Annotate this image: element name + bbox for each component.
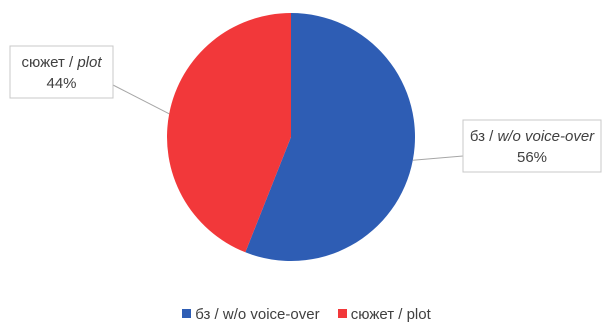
legend-swatch-wo-voice-over xyxy=(182,309,192,318)
callout-wo-voice-over-name: бз / w/o voice-over xyxy=(470,128,595,145)
callout-wo-voice-over-value: 56% xyxy=(517,149,547,166)
legend-label-wo-voice-over: бз / w/o voice-over xyxy=(195,306,320,323)
pie-chart: сюжет / plot 44% бз / w/o voice-over 56% xyxy=(9,13,602,261)
chart-legend: бз / w/o voice-over сюжет / plot xyxy=(0,306,613,323)
callout-plot-box xyxy=(9,45,114,99)
callout-plot: сюжет / plot 44% xyxy=(9,45,114,99)
legend-item-wo-voice-over: бз / w/o voice-over xyxy=(182,306,320,323)
callout-plot-name: сюжет / plot xyxy=(21,54,102,71)
pie-slice-plot xyxy=(167,13,291,253)
callout-wo-voice-over-box xyxy=(462,119,602,173)
legend-swatch-plot xyxy=(337,309,347,318)
pie-slice-wo-voice-over xyxy=(245,13,416,261)
legend-label-plot: сюжет / plot xyxy=(350,306,431,323)
leader-line-plot xyxy=(112,84,170,115)
callout-leader-lines xyxy=(112,84,464,161)
leader-line-wo-voice-over xyxy=(412,155,464,161)
pie-slices xyxy=(167,13,416,261)
callout-plot-value: 44% xyxy=(46,75,76,92)
callout-wo-voice-over: бз / w/o voice-over 56% xyxy=(462,119,602,173)
legend-item-plot: сюжет / plot xyxy=(337,306,431,323)
